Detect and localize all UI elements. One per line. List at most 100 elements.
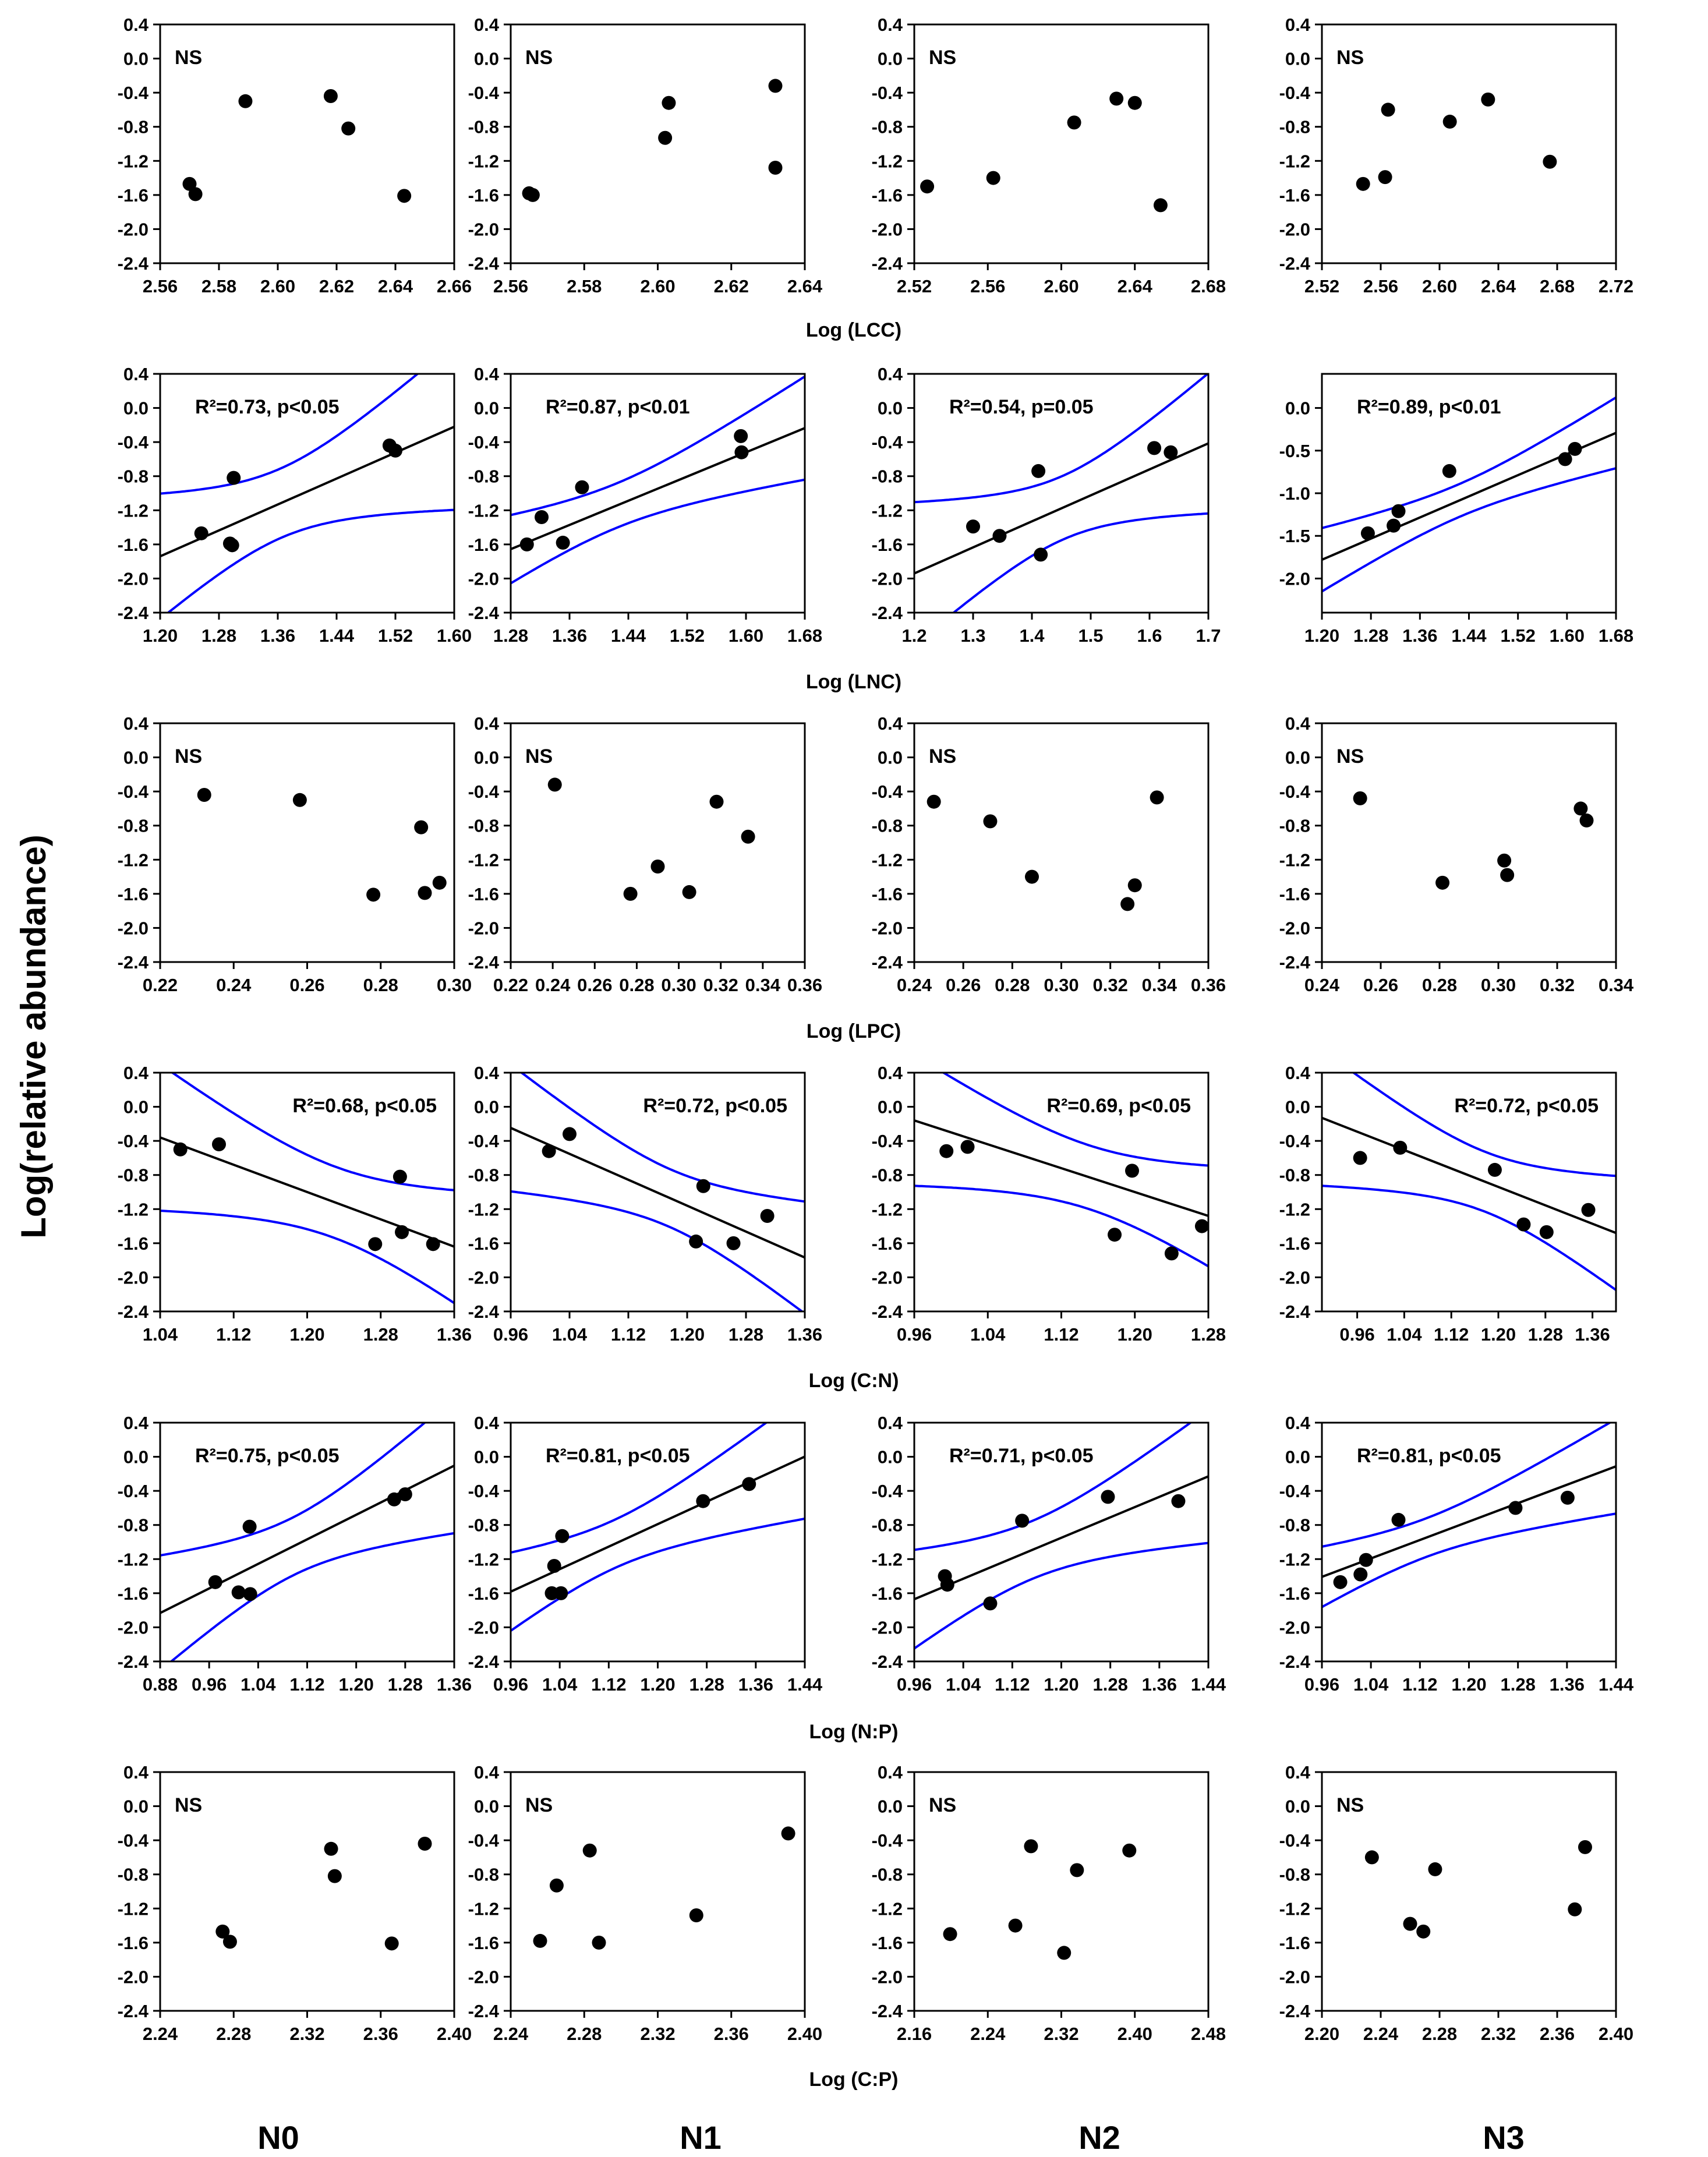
- x-tick-label: 1.28: [729, 1324, 763, 1345]
- data-point: [1015, 1514, 1030, 1528]
- data-point: [966, 519, 980, 534]
- data-point: [208, 1575, 222, 1589]
- panel-grid: 0.40.0-0.4-0.8-1.2-1.6-2.0-2.42.56 2.58 2.…: [118, 15, 1634, 2044]
- stat-annotation: NS: [1336, 47, 1364, 69]
- x-tick-label: 0.28: [1422, 975, 1457, 995]
- y-tick-label: -2.4: [872, 2001, 903, 2021]
- y-tick-label: 0.4: [474, 1762, 500, 1783]
- y-tick-label: 0.0: [474, 1797, 499, 1817]
- y-tick-label: 0.4: [1285, 1762, 1311, 1783]
- panel-r3-c0: 0.4 0.0 -0.4 -0.8 -1.2 -1.6 -2.0 -2.41.04 1.12 1.…: [118, 1063, 472, 1345]
- stat-annotation: R²=0.75, p<0.05: [195, 1445, 340, 1467]
- y-tick-label: -2.0: [118, 568, 148, 589]
- data-point: [1147, 441, 1162, 455]
- plot-frame: [510, 373, 806, 614]
- plot-frame: [159, 23, 455, 264]
- data-point: [418, 886, 432, 900]
- x-tick-label: 2.56: [493, 276, 528, 296]
- x-tick-label: 2.56: [970, 276, 1005, 296]
- confidence-band-lower: [952, 512, 1208, 613]
- data-point: [341, 121, 356, 136]
- y-tick-label: 0.0: [1285, 49, 1310, 69]
- y-tick-label: 0.0: [1285, 1447, 1310, 1468]
- data-point: [696, 1494, 710, 1508]
- x-tick-label: 1.20: [289, 1324, 324, 1345]
- data-point: [387, 1492, 401, 1507]
- x-tick-label: 2.52: [897, 276, 932, 296]
- y-tick-label: -0.4: [872, 1131, 903, 1151]
- x-tick-label: 2.16: [897, 2024, 932, 2044]
- stat-annotation: R²=0.68, p<0.05: [292, 1095, 437, 1117]
- x-tick-label: 0.34: [1599, 975, 1634, 995]
- stat-annotation: R²=0.89, p<0.01: [1357, 396, 1501, 418]
- data-point: [324, 1841, 338, 1856]
- confidence-band-upper: [914, 374, 1208, 504]
- y-tick-label: 0.0: [1285, 1097, 1310, 1118]
- panel-r1-c0: 0.4 0.0 -0.4 -0.8 -1.2 -1.6 -2.0 -2.41.20 1.28 1.…: [118, 364, 472, 646]
- plot-frame: [510, 1072, 806, 1313]
- y-tick-label: 0.0: [123, 748, 148, 768]
- x-axis-title: Log (LCC): [806, 319, 901, 341]
- data-point: [554, 1586, 568, 1600]
- stat-annotation: NS: [1336, 745, 1364, 768]
- y-tick-label: -0.8: [118, 1165, 148, 1186]
- y-tick-label: -0.4: [468, 83, 500, 103]
- data-point: [1024, 1839, 1038, 1854]
- x-tick-label: 1.20: [1481, 1324, 1516, 1345]
- data-point: [760, 1209, 775, 1223]
- y-tick-label: 0.0: [1285, 748, 1310, 768]
- y-tick-label: -0.8: [468, 816, 499, 836]
- data-point: [194, 526, 208, 540]
- y-tick-label: 0.0: [474, 748, 499, 768]
- data-point: [1359, 1553, 1373, 1567]
- x-tick-label: 0.28: [995, 975, 1030, 995]
- y-tick-label: -2.0: [1279, 918, 1310, 938]
- y-tick-label: -0.4: [1279, 782, 1311, 802]
- y-tick-label: -1.2: [872, 850, 903, 870]
- y-tick-label: -1.6: [118, 1933, 148, 1953]
- x-tick-label: 1.12: [611, 1324, 646, 1345]
- y-tick-label: 0.4: [474, 364, 500, 384]
- x-tick-label: 1.60: [729, 625, 763, 646]
- data-point: [623, 886, 638, 901]
- data-point: [1171, 1494, 1186, 1508]
- data-point: [212, 1137, 226, 1151]
- y-tick-label: 0.4: [878, 1063, 903, 1083]
- y-tick-label: -1.6: [1279, 1933, 1310, 1953]
- y-tick-label: -0.4: [872, 1830, 903, 1851]
- data-point: [1034, 547, 1048, 562]
- x-tick-label: 1.36: [437, 1324, 472, 1345]
- y-tick-label: 0.0: [474, 398, 499, 419]
- confidence-band-upper: [519, 1073, 805, 1203]
- y-tick-label: -0.8: [118, 816, 148, 836]
- y-tick-label: -1.6: [872, 1583, 903, 1604]
- x-tick-label: 0.32: [1092, 975, 1127, 995]
- x-tick-label: 0.32: [1540, 975, 1575, 995]
- y-tick-label: -2.4: [1279, 1652, 1311, 1672]
- data-point: [920, 179, 935, 194]
- confidence-band-lower: [1322, 1184, 1616, 1291]
- y-tick-label: -0.4: [118, 1830, 149, 1851]
- x-tick-label: 1.60: [437, 625, 472, 646]
- data-point: [1500, 868, 1515, 882]
- y-tick-label: -0.4: [872, 1481, 903, 1501]
- data-point: [418, 1837, 432, 1851]
- y-tick-label: 0.0: [878, 1097, 903, 1118]
- y-tick-label: -0.4: [468, 1481, 500, 1501]
- panel-r3-c1: 0.4 0.0 -0.4 -0.8 -1.2 -1.6 -2.0 -2.40.96 1.04 1.…: [468, 1063, 823, 1345]
- data-point: [1127, 96, 1142, 110]
- confidence-band-upper: [170, 1073, 454, 1191]
- data-point: [1481, 92, 1495, 107]
- data-point: [1393, 1140, 1408, 1155]
- y-tick-label: -1.2: [872, 1549, 903, 1569]
- data-point: [188, 187, 203, 201]
- x-tick-label: 0.96: [897, 1324, 932, 1345]
- data-point: [927, 794, 941, 809]
- x-axis-title: Log (LPC): [807, 1020, 901, 1042]
- x-tick-label: 2.72: [1599, 276, 1633, 296]
- data-point: [1194, 1219, 1209, 1233]
- x-tick-label: 2.40: [437, 2024, 472, 2044]
- stat-annotation: NS: [929, 745, 956, 768]
- y-tick-label: 0.4: [1285, 1063, 1311, 1083]
- data-point: [1581, 1203, 1596, 1217]
